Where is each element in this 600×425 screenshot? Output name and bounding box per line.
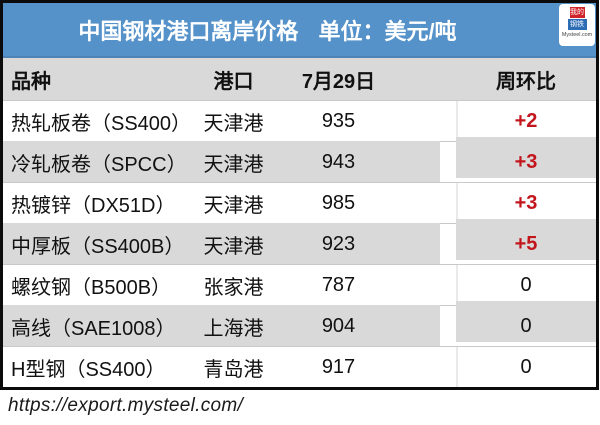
row-background: [3, 141, 440, 182]
logo-caption: Mysteel.com: [561, 32, 593, 38]
cell-port: 天津港: [203, 235, 264, 258]
table-row: 螺纹钢（B500B） 张家港 787 0: [3, 264, 596, 305]
mysteel-logo: 我的 钢铁 Mysteel.com: [559, 4, 595, 46]
cell-port: 天津港: [203, 153, 264, 176]
cell-change: 0: [456, 347, 596, 387]
table-header-row: 品种 港口 7月29日 周环比: [3, 58, 596, 100]
column-header-variety: 品种: [11, 70, 51, 93]
logo-blue-block: 钢铁: [567, 19, 587, 30]
cell-variety: H型钢（SS400）: [11, 358, 166, 381]
cell-price: 985: [321, 191, 356, 214]
unit-label: 单位：美元/吨: [318, 18, 457, 44]
cell-variety: 热镀锌（DX51D）: [11, 194, 176, 217]
table-row: 中厚板（SS400B） 天津港 923 +5: [3, 219, 596, 264]
cell-price: 943: [321, 150, 356, 173]
cell-variety: 螺纹钢（B500B）: [11, 276, 172, 299]
row-background: [3, 223, 440, 264]
column-header-port: 港口: [213, 70, 254, 93]
cell-price: 923: [321, 232, 356, 255]
cell-price: 904: [321, 314, 356, 337]
cell-variety: 冷轧板卷（SPCC）: [11, 153, 187, 176]
cell-change: +5: [456, 219, 596, 264]
cell-change: 0: [456, 301, 596, 346]
source-url: https://export.mysteel.com/: [8, 395, 244, 416]
cell-price: 917: [321, 355, 356, 378]
logo-red-block: 我的: [569, 7, 585, 18]
title-bar: 中国钢材港口离岸价格 单位：美元/吨: [3, 3, 596, 58]
cell-variety: 中厚板（SS400B）: [11, 235, 185, 258]
cell-change: +3: [456, 183, 596, 223]
cell-price: 787: [321, 273, 356, 296]
cell-port: 上海港: [203, 317, 264, 340]
cell-variety: 高线（SAE1008）: [11, 317, 176, 340]
table-row: 热镀锌（DX51D） 天津港 985 +3: [3, 182, 596, 223]
page-title: 中国钢材港口离岸价格: [78, 18, 299, 44]
cell-change: 0: [456, 265, 596, 305]
cell-variety: 热轧板卷（SS400）: [11, 112, 192, 135]
cell-port: 张家港: [203, 276, 264, 299]
cell-port: 青岛港: [203, 358, 264, 381]
cell-change: +2: [456, 101, 596, 141]
table-row: 冷轧板卷（SPCC） 天津港 943 +3: [3, 137, 596, 182]
cell-change: +3: [456, 137, 596, 182]
column-header-date: 7月29日: [301, 70, 376, 93]
table-row: 高线（SAE1008） 上海港 904 0: [3, 301, 596, 346]
price-table-panel: 中国钢材港口离岸价格 单位：美元/吨 品种 港口 7月29日 周环比 热轧板卷（…: [0, 0, 599, 390]
row-background: [3, 305, 440, 346]
table-row: H型钢（SS400） 青岛港 917 0: [3, 346, 596, 387]
cell-port: 天津港: [203, 112, 264, 135]
cell-port: 天津港: [203, 194, 264, 217]
column-header-wow: 周环比: [496, 70, 556, 93]
cell-price: 935: [321, 109, 356, 132]
table-row: 热轧板卷（SS400） 天津港 935 +2: [3, 100, 596, 141]
